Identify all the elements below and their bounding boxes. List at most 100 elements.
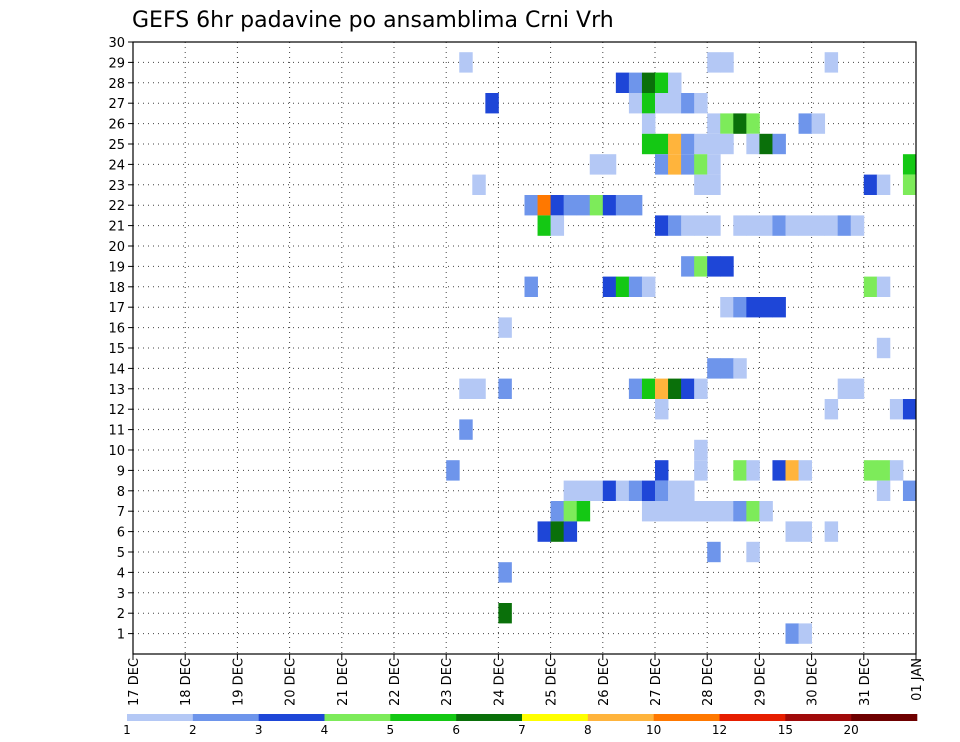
precip-cell [772, 460, 786, 481]
precip-cell [694, 133, 708, 155]
precip-cell [798, 215, 812, 236]
y-tick-label: 7 [117, 505, 125, 520]
precip-cell [694, 93, 708, 114]
precip-cell [628, 276, 643, 297]
precip-cell [576, 195, 591, 216]
precip-cell [694, 215, 708, 236]
precip-cell [641, 133, 656, 155]
precip-cell [707, 256, 721, 277]
precip-cell [772, 133, 786, 155]
precip-cell [863, 174, 878, 195]
precip-cell [707, 541, 721, 563]
x-axis-ticks: 17 DEC 18 DEC 19 DEC 20 DEC 21 DEC 22 DEC 23 D… [127, 654, 925, 706]
y-tick-label: 24 [108, 158, 125, 173]
precip-cell [889, 399, 904, 420]
precip-cell [589, 480, 604, 501]
precip-cell [707, 113, 721, 134]
y-tick-label: 23 [108, 179, 125, 194]
colorbar-label: 3 [255, 723, 263, 737]
precip-cell [824, 521, 839, 542]
y-tick-label: 16 [108, 322, 125, 337]
x-tick-label: 01 JAN [910, 658, 925, 701]
y-tick-label: 9 [117, 464, 125, 479]
precip-cell [707, 215, 721, 236]
precip-cell [707, 358, 721, 379]
precip-cell [628, 195, 643, 216]
precip-cell [889, 460, 904, 481]
precip-cell [733, 460, 747, 481]
precip-cell [681, 256, 695, 277]
precip-cell [746, 541, 760, 563]
precip-cell [602, 276, 617, 297]
precip-cell [459, 378, 473, 399]
precip-cell [863, 276, 878, 297]
colorbar-swatch [522, 714, 589, 721]
colorbar-label: 12 [712, 723, 727, 737]
precip-cell [668, 215, 682, 236]
precip-cell [628, 93, 643, 114]
precip-cell [902, 154, 917, 175]
y-tick-label: 4 [117, 566, 125, 581]
precip-cell [537, 195, 551, 216]
precip-cell [707, 154, 721, 175]
precip-cell [733, 501, 747, 522]
precip-cell [602, 195, 617, 216]
precip-cell [902, 399, 917, 420]
precip-cell [668, 501, 682, 522]
precip-cell [628, 378, 643, 399]
x-tick-label: 26 DEC [597, 658, 612, 706]
precip-cell [759, 133, 773, 155]
precip-cell [707, 501, 721, 522]
precip-cell [459, 419, 473, 440]
precip-cell [824, 215, 839, 236]
precip-cell [655, 460, 669, 481]
precip-cell [524, 276, 538, 297]
precip-cell [589, 195, 604, 216]
y-tick-label: 20 [108, 240, 125, 255]
precip-cell [655, 480, 669, 501]
colorbar-swatch [456, 714, 523, 721]
precip-cell [759, 215, 773, 236]
precip-cell [759, 501, 773, 522]
precip-cell [850, 378, 865, 399]
precip-cell [785, 460, 799, 481]
precip-cell [472, 174, 486, 195]
precip-cell [459, 52, 473, 73]
colorbar-swatch [127, 714, 194, 721]
y-tick-label: 15 [108, 342, 125, 357]
colorbar-legend: 1 2 3 4 5 6 7 8 10 12 15 20 [123, 714, 918, 737]
precip-cell [746, 501, 760, 522]
precip-cell [759, 297, 773, 318]
y-tick-label: 29 [108, 56, 125, 71]
precip-cell [681, 378, 695, 399]
x-tick-label: 22 DEC [388, 658, 403, 706]
precip-cell [668, 133, 682, 155]
colorbar-label: 2 [189, 723, 197, 737]
precip-cell [641, 72, 656, 93]
precip-cell [681, 501, 695, 522]
colorbar-swatch [851, 714, 918, 721]
precip-cell [733, 215, 747, 236]
precip-cell [850, 215, 865, 236]
y-tick-label: 17 [108, 301, 125, 316]
x-tick-label: 17 DEC [127, 658, 142, 706]
precip-cell [902, 480, 917, 501]
colorbar-swatch [587, 714, 654, 721]
precip-cell [694, 460, 708, 481]
y-tick-label: 8 [117, 485, 125, 500]
heatmap-cells [446, 52, 917, 644]
x-tick-label: 28 DEC [701, 658, 716, 706]
precip-cell [733, 297, 747, 318]
precip-cell [785, 623, 799, 644]
precip-cell [668, 72, 682, 93]
precip-cell [655, 154, 669, 175]
precip-cell [641, 378, 656, 399]
precip-cell [641, 113, 656, 134]
precip-cell [811, 215, 826, 236]
x-tick-label: 19 DEC [231, 658, 246, 706]
precip-cell [785, 521, 799, 542]
precip-cell [668, 93, 682, 114]
colorbar-label: 1 [123, 723, 131, 737]
